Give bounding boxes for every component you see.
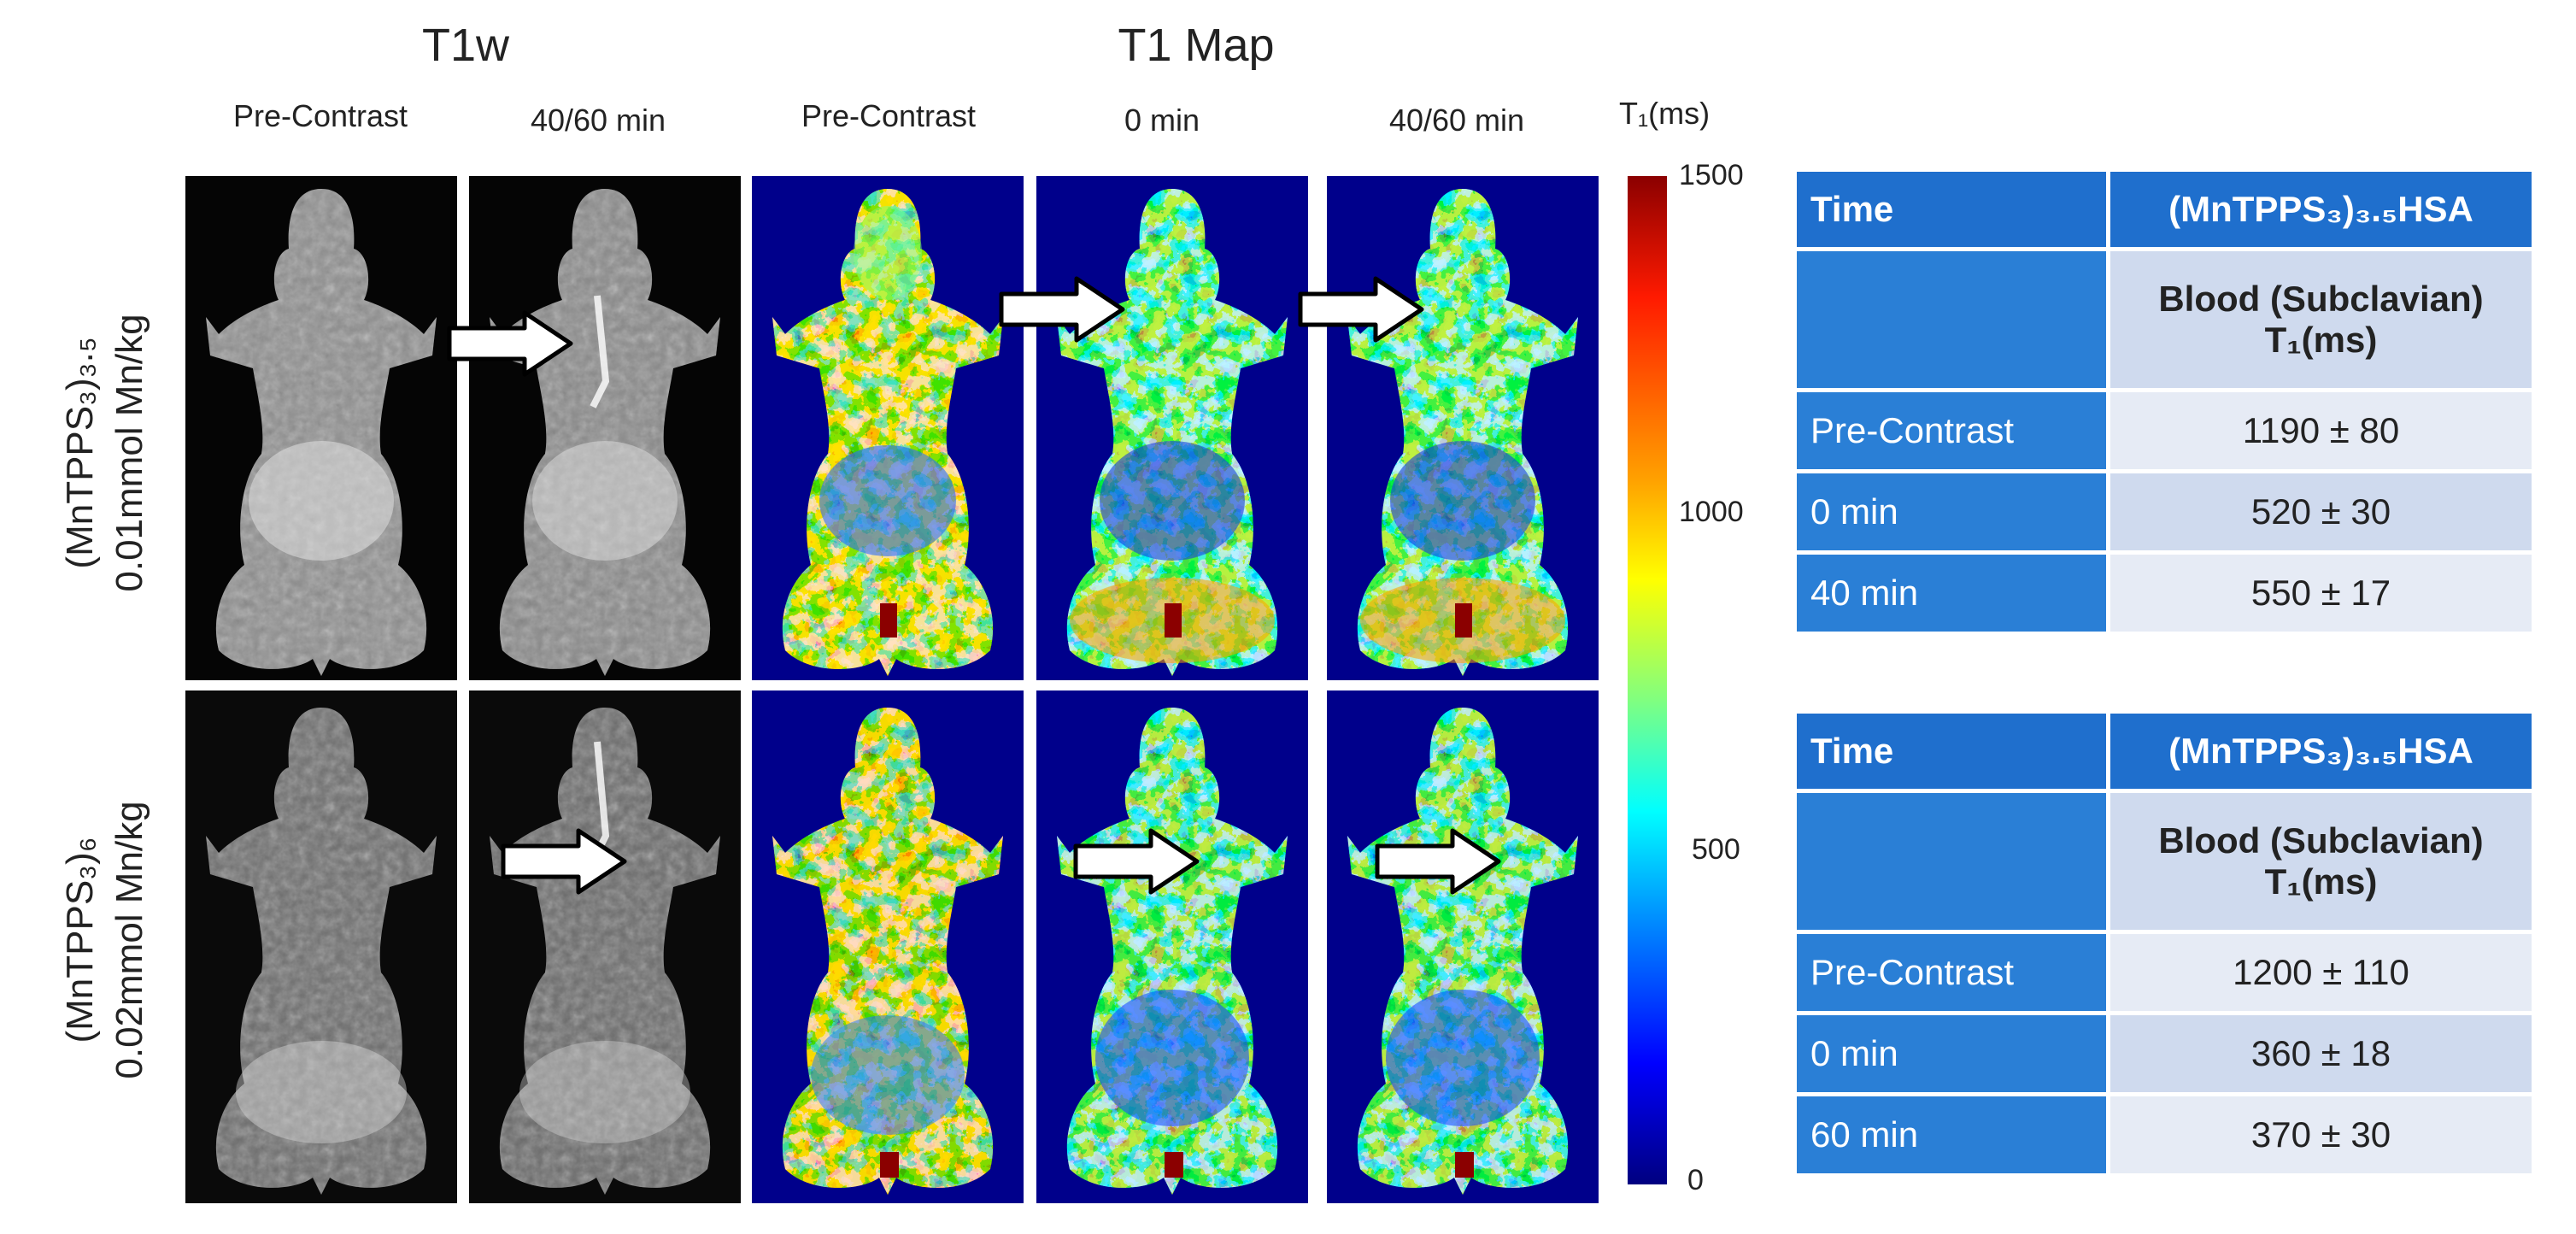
results-table-2: Time (MnTPPS₃)₃.₅HSA Blood (Subclavian) … — [1793, 709, 2536, 1178]
table2-header-time: Time — [1797, 714, 2106, 789]
arrow-row1-map0 — [998, 275, 1126, 344]
colorbar-tick-1500: 1500 — [1679, 159, 1744, 191]
results-table-1: Time (MnTPPS₃)₃.₅HSA Blood (Subclavian) … — [1793, 167, 2536, 636]
colorbar-tick-0: 0 — [1687, 1164, 1704, 1196]
table2-row2-time: 0 min — [1797, 1015, 2106, 1092]
col-label-map-post: 40/60 min — [1388, 103, 1525, 138]
colorbar-tick-1000: 1000 — [1679, 496, 1744, 528]
table2-row1-time: Pre-Contrast — [1797, 934, 2106, 1011]
row-label-2-compound: (MnTPPS₃)₆ — [59, 837, 101, 1043]
table2-sub-header: Blood (Subclavian) T₁(ms) — [2110, 793, 2532, 930]
image-row1-t1w-pre — [185, 176, 457, 680]
table2-sub-line2: T₁(ms) — [2264, 861, 2378, 902]
table2-sub-blank — [1797, 793, 2106, 930]
map-row2-0min — [1036, 690, 1308, 1203]
table2-sub-line1: Blood (Subclavian) — [2158, 820, 2484, 861]
table2-row3-time: 60 min — [1797, 1096, 2106, 1173]
row-label-2-dose: 0.02mmol Mn/kg — [109, 801, 150, 1079]
table1-row2-time: 0 min — [1797, 473, 2106, 550]
colorbar-unit: T₁(ms) — [1619, 96, 1710, 131]
table1-sub-line2: T₁(ms) — [2264, 320, 2378, 360]
table2-row2-value: 360 ± 18 — [2110, 1015, 2532, 1092]
table1-header-time: Time — [1797, 172, 2106, 247]
table1-sub-header: Blood (Subclavian) T₁(ms) — [2110, 251, 2532, 388]
header-t1w: T1w — [421, 20, 509, 71]
table1-header-compound: (MnTPPS₃)₃.₅HSA — [2110, 172, 2532, 247]
table2-row3-value: 370 ± 30 — [2110, 1096, 2532, 1173]
image-row2-t1w-pre — [185, 690, 457, 1203]
row-label-2: (MnTPPS₃)₆ 0.02mmol Mn/kg — [56, 709, 184, 1171]
row-label-1-dose: 0.01mmol Mn/kg — [109, 314, 150, 592]
table1-row1-value: 1190 ± 80 — [2110, 392, 2532, 469]
table2-header-compound: (MnTPPS₃)₃.₅HSA — [2110, 714, 2532, 789]
col-label-t1w-pre: Pre-Contrast — [232, 98, 408, 133]
arrow-row2-mappost — [1374, 827, 1502, 896]
table1-row3-time: 40 min — [1797, 555, 2106, 632]
row-label-1: (MnTPPS₃)₃.₅ 0.01mmol Mn/kg — [56, 222, 184, 684]
map-row2-post — [1327, 690, 1599, 1203]
map-row2-pre — [752, 690, 1024, 1203]
table2-row1-value: 1200 ± 110 — [2110, 934, 2532, 1011]
table1-sub-blank — [1797, 251, 2106, 388]
table1-row3-value: 550 ± 17 — [2110, 555, 2532, 632]
col-label-map-0: 0 min — [1124, 103, 1200, 138]
arrow-row2-map0 — [1072, 827, 1200, 896]
header-t1-map: T1 Map — [1118, 20, 1275, 71]
image-row2-t1w-post — [469, 690, 741, 1203]
map-row1-pre — [752, 176, 1024, 680]
col-label-map-pre: Pre-Contrast — [801, 98, 977, 133]
image-row1-t1w-post — [469, 176, 741, 680]
colorbar-tick-500: 500 — [1692, 833, 1740, 866]
table1-sub-line1: Blood (Subclavian) — [2158, 279, 2484, 319]
map-row1-0min — [1036, 176, 1308, 680]
colorbar — [1628, 176, 1667, 1184]
map-row1-post — [1327, 176, 1599, 680]
col-label-t1w-post: 40/60 min — [530, 103, 666, 138]
table1-row1-time: Pre-Contrast — [1797, 392, 2106, 469]
arrow-row1-mappost — [1297, 275, 1425, 344]
arrow-row1-t1w — [446, 309, 574, 378]
arrow-row2-t1w — [500, 827, 628, 896]
table1-row2-value: 520 ± 30 — [2110, 473, 2532, 550]
row-label-1-compound: (MnTPPS₃)₃.₅ — [59, 337, 101, 569]
